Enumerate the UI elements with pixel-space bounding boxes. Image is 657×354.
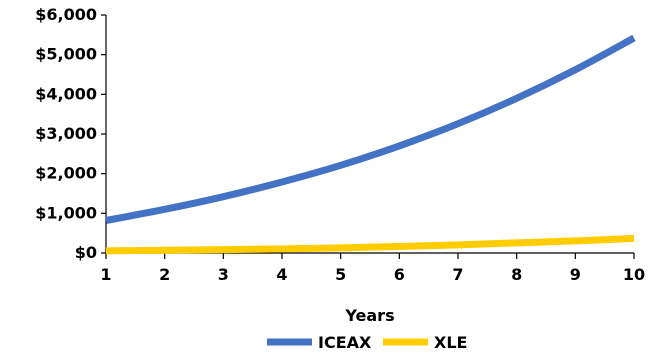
x-tick-label: 8 (511, 265, 522, 284)
x-tick-label: 10 (623, 265, 645, 284)
y-tick-label: $3,000 (35, 124, 97, 143)
y-tick-label: $0 (75, 243, 97, 262)
y-tick-label: $1,000 (35, 203, 97, 222)
x-tick-label: 3 (218, 265, 229, 284)
x-tick-label: 7 (452, 265, 463, 284)
x-tick-label: 4 (276, 265, 287, 284)
series-line-xle (105, 234, 635, 255)
x-tick-label: 1 (100, 265, 111, 284)
legend: ICEAX XLE (267, 333, 467, 352)
legend-label-iceax: ICEAX (318, 333, 372, 352)
x-tick-label: 9 (570, 265, 581, 284)
x-tick-label: 6 (394, 265, 405, 284)
series-line-iceax (105, 34, 636, 224)
y-tick-label: $2,000 (35, 164, 97, 183)
x-axis: 1 2 3 4 5 6 7 8 9 10 (100, 252, 645, 284)
x-tick-label: 2 (159, 265, 170, 284)
y-tick-label: $4,000 (35, 84, 97, 103)
y-tick-label: $6,000 (35, 5, 97, 24)
y-axis: $0 $1,000 $2,000 $3,000 $4,000 $5,000 $6,000 (35, 5, 107, 262)
x-axis-title: Years (344, 306, 394, 325)
x-tick-label: 5 (335, 265, 346, 284)
y-tick-label: $5,000 (35, 45, 97, 64)
legend-label-xle: XLE (434, 333, 467, 352)
series-layer (105, 34, 636, 255)
